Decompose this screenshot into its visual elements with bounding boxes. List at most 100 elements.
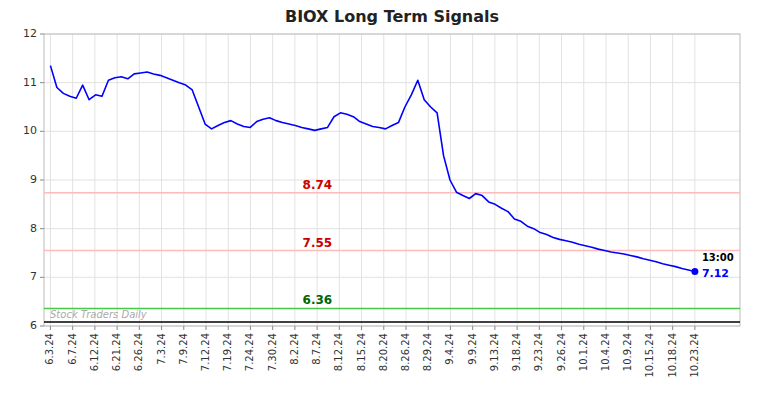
- x-tick-label: 10.1.24: [578, 333, 589, 371]
- x-tick: [561, 326, 562, 330]
- x-tick: [117, 326, 118, 330]
- annotation-time: 13:00: [702, 252, 734, 263]
- y-tick-label: 8: [30, 222, 37, 235]
- x-tick: [606, 326, 607, 330]
- grid-line-x: [383, 34, 384, 326]
- grid-line-y: [44, 82, 740, 83]
- y-tick: [40, 277, 44, 278]
- x-tick-label: 9.26.24: [556, 333, 567, 371]
- x-tick-label: 7.12.24: [200, 333, 211, 371]
- x-tick-label: 6.7.24: [67, 333, 78, 365]
- x-tick-label: 10.9.24: [622, 333, 633, 371]
- y-tick-label: 9: [30, 173, 37, 186]
- chart-container: BIOX Long Term Signals 6 7 8 9 10 11 12 6.3.24 6.…: [0, 0, 784, 398]
- reference-label: 8.74: [303, 178, 333, 192]
- plot-frame: [44, 34, 740, 326]
- x-tick-label: 9.13.24: [489, 333, 500, 371]
- y-tick: [40, 180, 44, 181]
- y-tick-label: 10: [23, 124, 37, 137]
- grid-line-x: [361, 34, 362, 326]
- x-tick: [672, 326, 673, 330]
- grid-line-x: [250, 34, 251, 326]
- x-tick-label: 9.9.24: [467, 333, 478, 365]
- x-tick: [339, 326, 340, 330]
- x-tick-label: 8.15.24: [356, 333, 367, 371]
- grid-line-x: [72, 34, 73, 326]
- grid-line-x: [161, 34, 162, 326]
- y-axis: 6 7 8 9 10 11 12: [23, 27, 44, 332]
- watermark: Stock Traders Daily: [50, 309, 148, 320]
- x-tick: [628, 326, 629, 330]
- x-tick: [383, 326, 384, 330]
- grid-line-x: [139, 34, 140, 326]
- grid-line-y: [44, 131, 740, 132]
- plot-data: [44, 66, 740, 322]
- x-tick: [94, 326, 95, 330]
- x-tick-label: 8.29.24: [422, 333, 433, 371]
- annotations: 13:00 7.12: [702, 252, 734, 280]
- grid-line-x: [561, 34, 562, 326]
- x-tick: [361, 326, 362, 330]
- grid-line-x: [539, 34, 540, 326]
- x-tick-label: 6.3.24: [44, 333, 55, 365]
- x-tick: [139, 326, 140, 330]
- x-tick: [161, 326, 162, 330]
- grid-line-x: [228, 34, 229, 326]
- x-tick-label: 7.3.24: [156, 333, 167, 365]
- grid-line-x: [628, 34, 629, 326]
- x-tick-label: 8.26.24: [400, 333, 411, 371]
- grid-line-x: [339, 34, 340, 326]
- y-tick-label: 7: [30, 270, 37, 283]
- y-tick-label: 11: [23, 76, 37, 89]
- last-point: [691, 268, 698, 275]
- x-tick-label: 10.18.24: [667, 333, 678, 378]
- x-tick: [206, 326, 207, 330]
- grid-line-x: [406, 34, 407, 326]
- title: BIOX Long Term Signals: [285, 7, 499, 26]
- grid-line-x: [50, 34, 51, 326]
- x-tick-label: 9.4.24: [444, 333, 455, 365]
- x-tick: [583, 326, 584, 330]
- x-tick-label: 10.23.24: [689, 333, 700, 378]
- background: [0, 0, 784, 398]
- x-tick: [517, 326, 518, 330]
- reference-label: 6.36: [303, 293, 333, 307]
- x-tick-label: 9.18.24: [511, 333, 522, 371]
- x-tick-label: 8.7.24: [311, 333, 322, 365]
- x-tick: [494, 326, 495, 330]
- grid-line-x: [294, 34, 295, 326]
- grid-line-x: [517, 34, 518, 326]
- y-tick-label: 12: [23, 27, 37, 40]
- x-tick: [50, 326, 51, 330]
- x-tick-label: 6.12.24: [89, 333, 100, 371]
- grid-line-x: [672, 34, 673, 326]
- annotation-value: 7.12: [702, 267, 729, 280]
- grid-line-x: [583, 34, 584, 326]
- x-tick-label: 6.21.24: [111, 333, 122, 371]
- grid-line-x: [472, 34, 473, 326]
- grid-line-x: [694, 34, 695, 326]
- y-tick: [40, 326, 44, 327]
- x-tick-label: 10.15.24: [644, 333, 655, 378]
- grid-line-x: [606, 34, 607, 326]
- price-line: [50, 66, 694, 272]
- grid-line-x: [650, 34, 651, 326]
- x-tick: [272, 326, 273, 330]
- x-tick: [317, 326, 318, 330]
- grid-line-y: [44, 228, 740, 229]
- reference-label: 7.55: [303, 236, 333, 250]
- x-tick: [294, 326, 295, 330]
- y-tick: [40, 34, 44, 35]
- x-tick-label: 8.12.24: [333, 333, 344, 371]
- x-tick-label: 8.2.24: [289, 333, 300, 365]
- x-tick-label: 10.4.24: [600, 333, 611, 371]
- x-tick: [450, 326, 451, 330]
- y-tick-label: 6: [30, 319, 37, 332]
- grid-line-x: [494, 34, 495, 326]
- x-tick: [183, 326, 184, 330]
- x-tick: [406, 326, 407, 330]
- x-tick: [694, 326, 695, 330]
- x-tick: [72, 326, 73, 330]
- y-tick: [40, 82, 44, 83]
- grid-line-x: [94, 34, 95, 326]
